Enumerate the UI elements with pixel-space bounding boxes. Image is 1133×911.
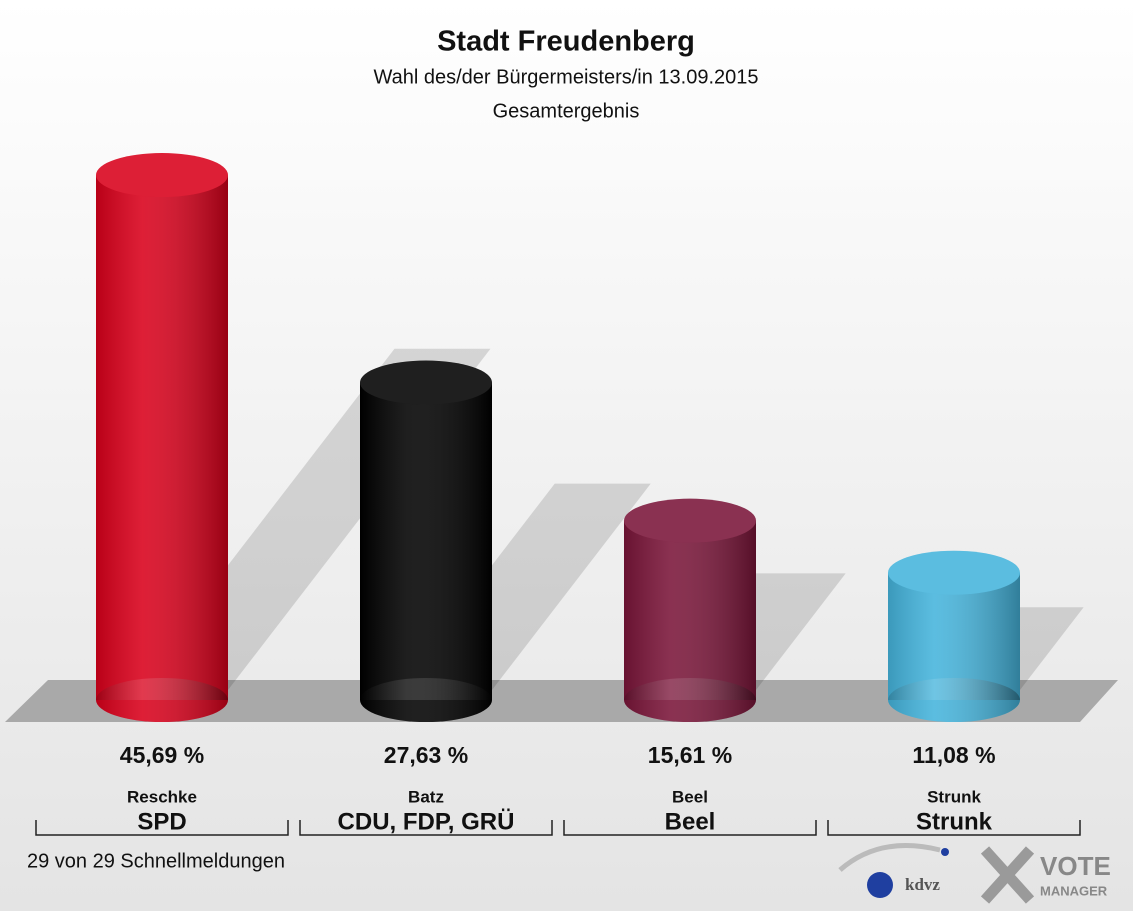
value-label: 27,63 %	[384, 742, 468, 768]
chart-subtitle: Wahl des/der Bürgermeisters/in 13.09.201…	[373, 66, 758, 88]
bar-top	[360, 360, 492, 405]
category-label: Reschke	[127, 787, 197, 806]
bar-top-highlight	[888, 550, 1020, 595]
bar-top	[624, 498, 756, 543]
category-label: Beel	[672, 787, 708, 806]
party-label: CDU, FDP, GRÜ	[338, 808, 515, 835]
bar-shading	[360, 382, 492, 700]
value-label: 45,69 %	[120, 742, 204, 768]
category-label: Strunk	[927, 787, 981, 806]
bar-top	[96, 153, 228, 198]
bar-shading	[96, 175, 228, 700]
logo-globe	[867, 872, 893, 898]
logo-swoosh	[838, 843, 941, 872]
logo-x	[980, 846, 1035, 904]
party-label: SPD	[137, 808, 186, 835]
logo-dot	[941, 848, 949, 856]
value-label: 15,61 %	[648, 742, 732, 768]
chart-subtitle: Gesamtergebnis	[493, 100, 640, 122]
logo-text: VOTE	[1040, 851, 1111, 881]
bracket	[35, 820, 289, 836]
bar-bottom-shading	[96, 678, 228, 722]
bar-bottom-shading	[888, 678, 1020, 722]
party-label: Strunk	[916, 808, 993, 835]
chart-title: Stadt Freudenberg	[437, 26, 695, 58]
bar-top-highlight	[96, 153, 228, 198]
logo-text: MANAGER	[1040, 883, 1108, 898]
logo: kdvz VOTE MANAGER	[838, 843, 1111, 904]
bar-bottom-shading	[360, 678, 492, 722]
bracket	[299, 820, 553, 836]
bar-shading	[624, 520, 756, 700]
bracket	[563, 820, 817, 836]
footnote: 29 von 29 Schnellmeldungen	[27, 850, 285, 872]
party-label: Beel	[665, 808, 716, 835]
bracket	[827, 820, 1081, 836]
bar-top	[888, 550, 1020, 595]
bar-top-highlight	[360, 360, 492, 405]
floor	[5, 680, 1118, 722]
logo-text: kdvz	[905, 875, 940, 894]
bar-top-highlight	[624, 498, 756, 543]
bar-bottom-shading	[624, 678, 756, 722]
value-label: 11,08 %	[912, 742, 995, 768]
category-label: Batz	[408, 787, 444, 806]
